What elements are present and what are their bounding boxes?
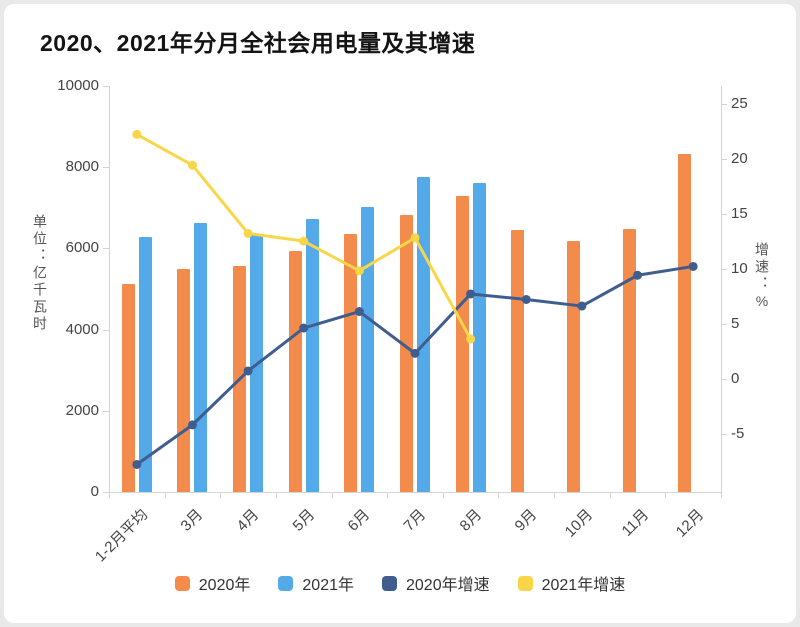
right-axis-tick (721, 213, 727, 215)
right-axis-tick-label: 10 (731, 259, 748, 277)
left-axis-tick-label: 6000 (65, 239, 99, 257)
right-axis-tick-label: 5 (731, 314, 740, 332)
bar-2020年 (678, 153, 692, 492)
right-axis-tick (721, 378, 727, 380)
left-axis-tick (103, 167, 109, 169)
bar-2021年 (250, 233, 264, 492)
legend-item-2020年增速: 2020年增速 (382, 571, 490, 595)
right-axis-tick-label: 15 (731, 204, 748, 222)
x-axis-line (109, 492, 721, 493)
x-axis-tick (387, 492, 389, 498)
chart-card: 2020、2021年分月全社会用电量及其增速 单位：亿千瓦时 增速：% 1000… (4, 4, 796, 623)
x-axis-tick (498, 492, 500, 498)
legend-label: 2020年 (198, 577, 251, 594)
bar-2020年 (344, 234, 358, 492)
legend-item-2020年: 2020年 (174, 571, 251, 595)
right-axis-tick (721, 268, 727, 270)
chart-title: 2020、2021年分月全社会用电量及其增速 (40, 30, 476, 56)
bar-2020年 (233, 265, 247, 492)
legend-label: 2021年 (302, 577, 354, 594)
right-axis-tick-label: 20 (731, 149, 748, 167)
right-axis-line (721, 86, 722, 492)
legend-label: 2020年增速 (406, 577, 490, 594)
bar-2021年 (138, 236, 152, 492)
legend-marker-icon (278, 575, 294, 591)
legend-marker-icon (382, 575, 397, 591)
point-2021年增速 (132, 129, 142, 139)
x-axis-tick (665, 492, 667, 498)
left-axis-title: 单位：亿千瓦时 (32, 214, 48, 333)
left-axis-line (109, 86, 110, 492)
x-axis-tick (442, 492, 444, 498)
legend-marker-icon (517, 575, 533, 591)
bar-2021年 (194, 222, 208, 492)
right-axis-tick (721, 323, 727, 325)
bar-2020年 (177, 269, 191, 492)
left-axis-tick (103, 86, 109, 87)
bar-2021年 (361, 206, 375, 492)
right-axis-title: 增速：% (754, 242, 770, 312)
bar-2020年 (400, 215, 413, 492)
bar-2021年 (417, 176, 430, 492)
right-axis-tick-label: -5 (731, 424, 745, 442)
point-2021年增速 (187, 160, 197, 170)
line-2020年增速 (135, 264, 695, 466)
left-axis-tick-label: 10000 (57, 77, 99, 94)
left-axis-tick-label: 2000 (65, 401, 99, 419)
bar-2020年 (121, 283, 135, 492)
x-axis-tick (331, 492, 333, 498)
left-axis-tick (103, 492, 109, 493)
x-axis-tick (721, 492, 722, 498)
left-axis-tick (103, 329, 109, 331)
left-axis-tick (103, 410, 109, 412)
right-axis-tick (721, 433, 727, 435)
x-axis-tick (275, 492, 277, 498)
bar-2021年 (472, 183, 486, 492)
bar-2020年 (455, 196, 469, 492)
right-axis-tick (721, 158, 727, 160)
right-axis-tick-label: 25 (731, 94, 748, 112)
bar-2020年 (566, 241, 580, 492)
bar-2020年 (288, 251, 302, 492)
x-axis-tick (609, 492, 611, 498)
chart-legend: 2020年 2021年 2020年增速 2021年增速 (4, 570, 796, 596)
legend-marker-icon (174, 575, 190, 591)
right-axis-tick-label: 0 (731, 369, 740, 387)
left-axis-tick-label: 0 (90, 483, 99, 500)
left-axis-tick (103, 248, 109, 250)
legend-label: 2021年增速 (541, 577, 626, 594)
left-axis-tick-label: 4000 (65, 320, 99, 338)
left-axis-tick-label: 8000 (65, 158, 99, 176)
chart-plot-area: 单位：亿千瓦时 增速：% 10000 8000 6000 4000 2000 0 25 20 1… (4, 4, 796, 623)
x-axis-tick (554, 492, 556, 498)
x-axis-tick (109, 492, 110, 498)
legend-item-2021年: 2021年 (278, 571, 354, 595)
bar-2020年 (622, 229, 636, 492)
bar-2020年 (511, 230, 525, 492)
x-axis-tick (220, 492, 222, 498)
right-axis-tick (721, 103, 727, 105)
bar-2021年 (305, 219, 319, 492)
legend-item-2021年增速: 2021年增速 (517, 571, 626, 595)
x-axis-tick (164, 492, 166, 498)
